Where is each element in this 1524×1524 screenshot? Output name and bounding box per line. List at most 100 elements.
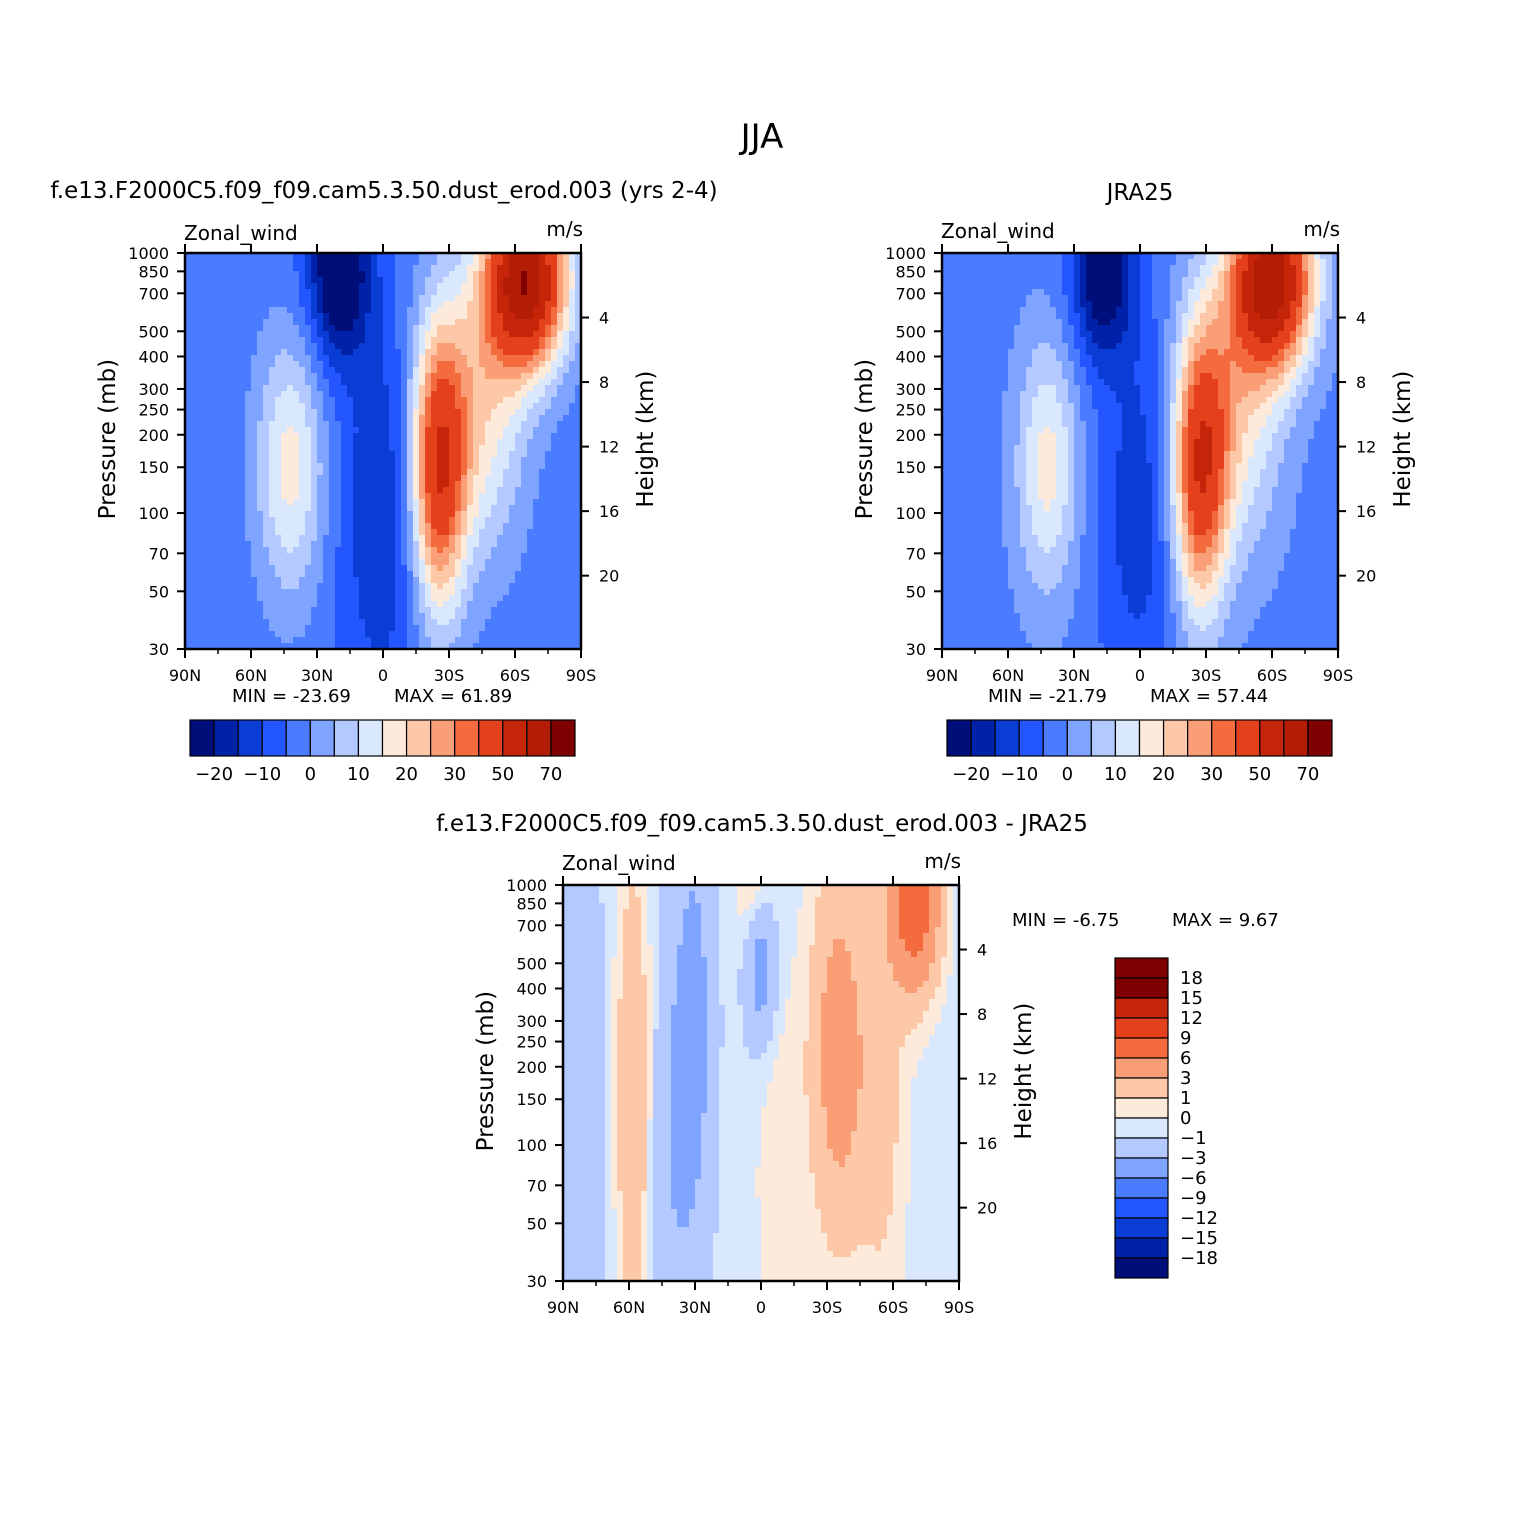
field-cell — [545, 301, 552, 308]
field-cell — [395, 391, 402, 398]
field-cell — [473, 409, 480, 416]
field-cell — [335, 331, 342, 338]
field-cell — [353, 475, 360, 482]
field-cell — [329, 553, 336, 560]
field-cell — [281, 403, 288, 410]
field-cell — [551, 301, 558, 308]
field-cell — [473, 403, 480, 410]
field-cell — [257, 571, 264, 578]
field-cell — [515, 463, 522, 470]
field-cell — [293, 457, 300, 464]
field-cell — [185, 379, 192, 386]
field-cell — [353, 571, 360, 578]
field-cell — [257, 307, 264, 314]
field-cell — [185, 331, 192, 338]
field-cell — [197, 541, 204, 548]
field-cell — [233, 331, 240, 338]
field-cell — [473, 331, 480, 338]
field-cell — [521, 463, 528, 470]
field-cell — [251, 523, 258, 530]
field-cell — [569, 307, 576, 314]
field-cell — [365, 403, 372, 410]
field-cell — [311, 301, 318, 308]
field-cell — [191, 547, 198, 554]
field-cell — [191, 493, 198, 500]
field-cell — [431, 373, 438, 380]
field-cell — [563, 559, 570, 566]
field-cell — [395, 451, 402, 458]
field-cell — [1104, 265, 1111, 272]
field-cell — [515, 409, 522, 416]
field-cell — [443, 475, 450, 482]
field-cell — [233, 271, 240, 278]
field-cell — [479, 547, 486, 554]
field-cell — [209, 337, 216, 344]
field-cell — [1014, 271, 1021, 278]
field-cell — [1308, 295, 1315, 302]
field-cell — [263, 403, 270, 410]
field-cell — [299, 283, 306, 290]
field-cell — [341, 595, 348, 602]
field-cell — [497, 373, 504, 380]
field-cell — [293, 427, 300, 434]
field-cell — [563, 493, 570, 500]
field-cell — [443, 373, 450, 380]
field-cell — [281, 373, 288, 380]
field-cell — [365, 277, 372, 284]
field-cell — [215, 637, 222, 644]
field-cell — [275, 475, 282, 482]
field-cell — [245, 355, 252, 362]
field-cell — [455, 259, 462, 266]
field-cell — [281, 397, 288, 404]
field-cell — [509, 439, 516, 446]
field-cell — [269, 541, 276, 548]
field-cell — [425, 487, 432, 494]
field-cell — [521, 625, 528, 632]
field-cell — [473, 361, 480, 368]
field-cell — [347, 283, 354, 290]
field-cell — [479, 307, 486, 314]
field-cell — [401, 343, 408, 350]
field-cell — [467, 391, 474, 398]
field-cell — [485, 331, 492, 338]
field-cell — [359, 511, 366, 518]
field-cell — [461, 277, 468, 284]
field-cell — [467, 337, 474, 344]
field-cell — [419, 271, 426, 278]
field-cell — [221, 505, 228, 512]
field-cell — [365, 541, 372, 548]
field-cell — [431, 529, 438, 536]
field-cell — [383, 391, 390, 398]
field-cell — [311, 427, 318, 434]
field-cell — [185, 337, 192, 344]
field-cell — [431, 475, 438, 482]
field-cell — [467, 325, 474, 332]
field-cell — [1194, 289, 1201, 296]
field-cell — [497, 607, 504, 614]
field-cell — [497, 253, 504, 260]
field-cell — [533, 373, 540, 380]
field-cell — [329, 445, 336, 452]
field-cell — [1068, 259, 1075, 266]
field-cell — [347, 409, 354, 416]
field-cell — [545, 547, 552, 554]
field-cell — [563, 313, 570, 320]
field-cell — [557, 619, 564, 626]
field-cell — [233, 529, 240, 536]
field-cell — [263, 475, 270, 482]
field-cell — [461, 505, 468, 512]
field-cell — [461, 337, 468, 344]
field-cell — [185, 253, 192, 260]
field-cell — [245, 325, 252, 332]
field-cell — [335, 481, 342, 488]
field-cell — [353, 253, 360, 260]
field-cell — [551, 523, 558, 530]
field-cell — [251, 625, 258, 632]
field-cell — [401, 379, 408, 386]
field-cell — [215, 577, 222, 584]
field-cell — [347, 307, 354, 314]
field-cell — [563, 385, 570, 392]
field-cell — [305, 625, 312, 632]
field-cell — [257, 283, 264, 290]
field-cell — [954, 259, 961, 266]
